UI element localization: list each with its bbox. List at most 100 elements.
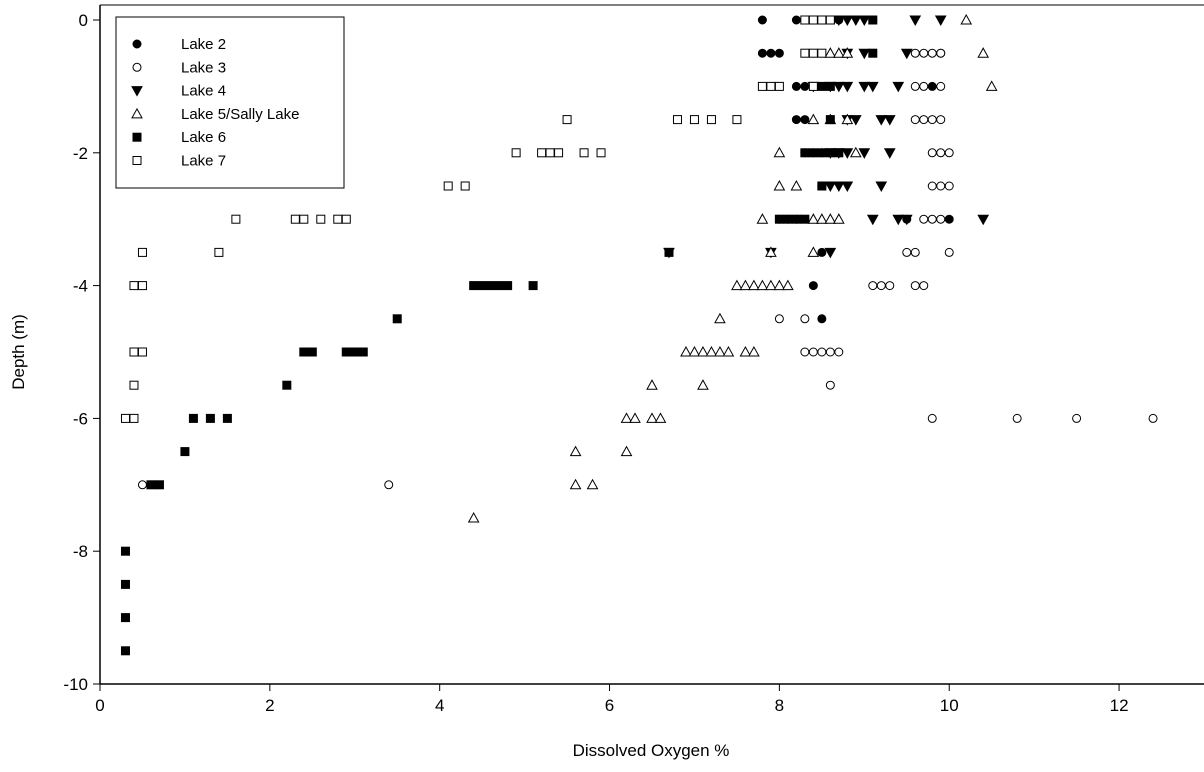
data-point xyxy=(944,181,954,191)
data-point xyxy=(825,115,835,125)
data-point xyxy=(825,380,835,390)
data-point xyxy=(129,347,139,357)
data-point xyxy=(299,347,309,357)
data-point xyxy=(919,214,929,224)
data-point xyxy=(936,181,946,191)
data-point xyxy=(460,181,470,191)
data-point xyxy=(137,281,147,291)
data-point xyxy=(443,181,453,191)
data-point xyxy=(773,179,786,191)
data-point xyxy=(154,480,164,490)
data-point xyxy=(688,345,701,357)
data-point xyxy=(1072,413,1082,423)
data-point xyxy=(824,181,837,193)
data-point xyxy=(817,347,827,357)
data-point xyxy=(766,48,776,58)
data-point xyxy=(808,148,818,158)
data-point xyxy=(817,81,827,91)
data-point xyxy=(808,281,818,291)
data-point xyxy=(841,181,854,193)
y-tick-label: -6 xyxy=(73,409,88,428)
legend-label: Lake 3 xyxy=(181,59,226,76)
data-point xyxy=(960,13,973,25)
data-point xyxy=(834,148,844,158)
data-point xyxy=(129,413,139,423)
data-point xyxy=(800,314,810,324)
data-point xyxy=(832,81,845,93)
data-point xyxy=(858,48,871,60)
data-point xyxy=(817,247,827,257)
data-point xyxy=(807,246,820,257)
data-point xyxy=(783,214,793,224)
data-point xyxy=(1148,413,1158,423)
data-point xyxy=(137,347,147,357)
data-point xyxy=(909,15,922,27)
x-axis-title: Dissolved Oxygen % xyxy=(573,741,730,760)
data-point xyxy=(832,47,845,58)
data-point xyxy=(765,246,777,257)
data-point xyxy=(731,279,743,291)
data-point xyxy=(800,148,810,158)
data-point xyxy=(494,281,504,291)
data-point xyxy=(756,213,769,224)
data-point xyxy=(936,48,946,58)
data-points xyxy=(120,13,1158,656)
series-1 xyxy=(137,48,1158,490)
data-point xyxy=(392,314,402,324)
data-point xyxy=(791,115,801,125)
data-point xyxy=(817,48,827,58)
data-point xyxy=(467,511,480,523)
data-point xyxy=(654,412,667,423)
data-point xyxy=(841,113,854,125)
data-point xyxy=(834,347,844,357)
data-point xyxy=(697,345,709,357)
data-point xyxy=(146,480,156,490)
y-tick-label: -10 xyxy=(63,675,88,694)
x-tick-label: 0 xyxy=(95,696,104,715)
data-point xyxy=(358,347,368,357)
data-point xyxy=(902,247,912,257)
data-point xyxy=(231,214,241,224)
data-point xyxy=(714,312,726,324)
data-point xyxy=(791,15,801,25)
data-point xyxy=(748,345,760,357)
data-point xyxy=(757,15,767,25)
data-point xyxy=(832,15,845,27)
data-point xyxy=(705,345,718,357)
data-point xyxy=(807,213,820,224)
data-point xyxy=(866,214,879,226)
data-point xyxy=(205,413,215,423)
x-tick-label: 6 xyxy=(605,696,614,715)
y-tick-label: -4 xyxy=(73,277,88,296)
data-point xyxy=(841,148,854,159)
data-point xyxy=(977,47,990,58)
data-point xyxy=(120,413,130,423)
data-point xyxy=(824,47,837,58)
data-point xyxy=(222,413,232,423)
data-point xyxy=(885,281,895,291)
data-point xyxy=(825,15,835,25)
data-point xyxy=(800,347,810,357)
legend-marker xyxy=(131,86,143,97)
data-point xyxy=(282,380,292,390)
data-point xyxy=(341,214,351,224)
data-point xyxy=(934,15,947,27)
data-point xyxy=(825,81,835,91)
data-point xyxy=(824,247,837,259)
data-point xyxy=(722,345,735,357)
data-point xyxy=(927,115,937,125)
data-point xyxy=(919,115,929,125)
data-point xyxy=(120,613,130,623)
data-point xyxy=(290,214,300,224)
data-point xyxy=(129,281,139,291)
data-point xyxy=(875,181,888,193)
legend-marker xyxy=(132,39,142,49)
data-point xyxy=(791,214,801,224)
data-point xyxy=(817,15,827,25)
x-tick-label: 12 xyxy=(1110,696,1129,715)
data-point xyxy=(689,115,699,125)
data-point xyxy=(825,148,835,158)
data-point xyxy=(919,281,929,291)
data-point xyxy=(680,345,692,357)
